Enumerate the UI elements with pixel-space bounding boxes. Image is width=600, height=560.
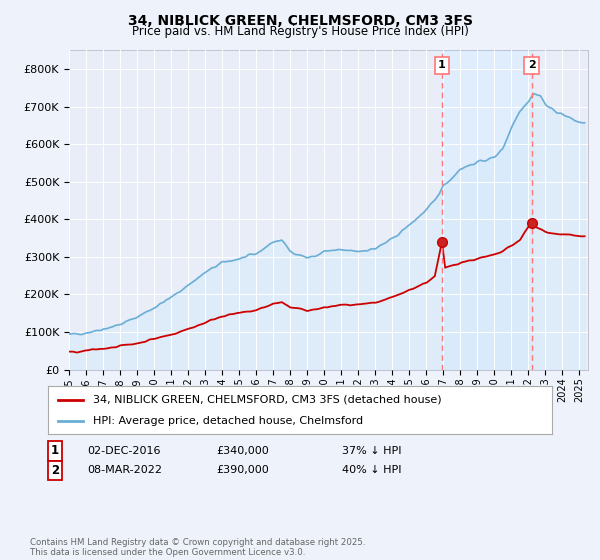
Text: 2: 2 [51, 464, 59, 477]
Text: 1: 1 [438, 60, 446, 71]
Text: 37% ↓ HPI: 37% ↓ HPI [342, 446, 401, 456]
Text: 34, NIBLICK GREEN, CHELMSFORD, CM3 3FS: 34, NIBLICK GREEN, CHELMSFORD, CM3 3FS [128, 14, 473, 28]
Text: HPI: Average price, detached house, Chelmsford: HPI: Average price, detached house, Chel… [94, 416, 364, 426]
Text: £340,000: £340,000 [216, 446, 269, 456]
Text: 08-MAR-2022: 08-MAR-2022 [87, 465, 162, 475]
Text: 02-DEC-2016: 02-DEC-2016 [87, 446, 161, 456]
Text: 2: 2 [527, 60, 535, 71]
Text: 1: 1 [51, 444, 59, 458]
Text: 40% ↓ HPI: 40% ↓ HPI [342, 465, 401, 475]
Text: £390,000: £390,000 [216, 465, 269, 475]
Text: 34, NIBLICK GREEN, CHELMSFORD, CM3 3FS (detached house): 34, NIBLICK GREEN, CHELMSFORD, CM3 3FS (… [94, 395, 442, 405]
Text: Price paid vs. HM Land Registry's House Price Index (HPI): Price paid vs. HM Land Registry's House … [131, 25, 469, 38]
Text: Contains HM Land Registry data © Crown copyright and database right 2025.
This d: Contains HM Land Registry data © Crown c… [30, 538, 365, 557]
Bar [442, 50, 532, 370]
